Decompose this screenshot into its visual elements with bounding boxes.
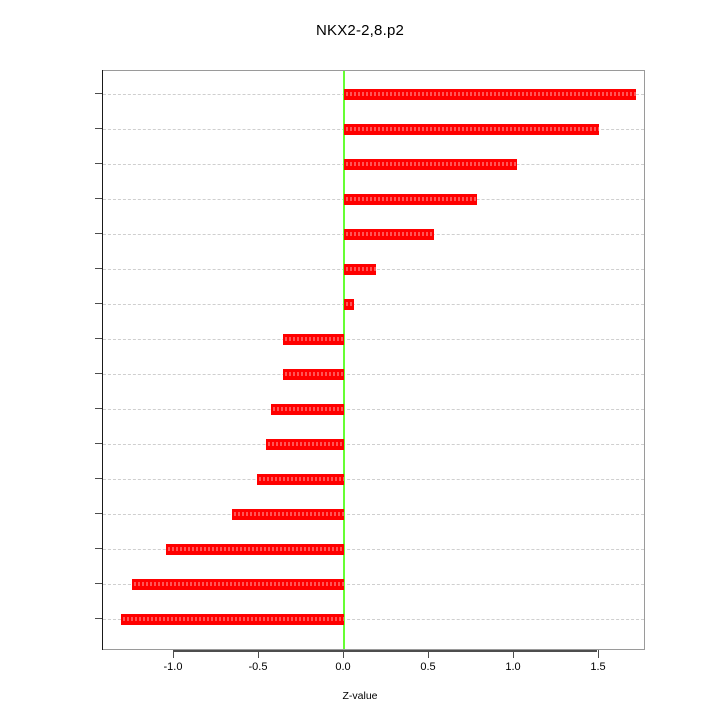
x-axis-line bbox=[173, 650, 597, 652]
y-axis-tick bbox=[95, 548, 102, 549]
x-axis-tick bbox=[598, 650, 599, 658]
bar bbox=[282, 369, 344, 380]
bar bbox=[257, 474, 344, 485]
gridline bbox=[103, 374, 644, 375]
gridline bbox=[103, 584, 644, 585]
bar bbox=[344, 299, 355, 310]
gridline bbox=[103, 549, 644, 550]
x-axis-tick-label: -0.5 bbox=[248, 661, 268, 673]
y-axis-tick bbox=[95, 408, 102, 409]
gridline bbox=[103, 479, 644, 480]
bar-hatch-pattern bbox=[344, 267, 377, 271]
bar bbox=[344, 89, 637, 100]
y-axis-tick bbox=[95, 198, 102, 199]
bar bbox=[344, 124, 599, 135]
y-axis-tick bbox=[95, 443, 102, 444]
bar bbox=[131, 579, 344, 590]
bar bbox=[121, 614, 344, 625]
bar-hatch-pattern bbox=[257, 477, 344, 481]
gridline bbox=[103, 339, 644, 340]
x-axis-tick bbox=[258, 650, 259, 658]
x-axis-tick-label: 1.5 bbox=[590, 661, 606, 673]
x-axis-tick bbox=[513, 650, 514, 658]
bar bbox=[165, 544, 344, 555]
bar-hatch-pattern bbox=[344, 232, 435, 236]
y-axis-tick bbox=[95, 93, 102, 94]
bar bbox=[282, 334, 344, 345]
y-axis-tick bbox=[95, 128, 102, 129]
gridline bbox=[103, 444, 644, 445]
bar-hatch-pattern bbox=[344, 92, 637, 96]
bar-hatch-pattern bbox=[265, 442, 344, 446]
bar bbox=[344, 229, 435, 240]
bar-hatch-pattern bbox=[270, 407, 344, 411]
x-axis-tick bbox=[343, 650, 344, 658]
bar bbox=[344, 264, 377, 275]
gridline bbox=[103, 409, 644, 410]
bar-hatch-pattern bbox=[131, 582, 344, 586]
x-axis-title: Z-value bbox=[342, 690, 378, 702]
x-axis-tick-label: 1.0 bbox=[505, 661, 521, 673]
chart-title: NKX2-2,8.p2 bbox=[315, 22, 405, 39]
bar bbox=[344, 159, 518, 170]
y-axis-tick bbox=[95, 338, 102, 339]
y-axis-tick bbox=[95, 268, 102, 269]
y-axis-tick bbox=[95, 233, 102, 234]
y-axis-tick bbox=[95, 618, 102, 619]
gridline bbox=[103, 619, 644, 620]
bar bbox=[265, 439, 344, 450]
y-axis-tick bbox=[95, 478, 102, 479]
y-axis-tick bbox=[95, 303, 102, 304]
x-axis-tick-label: 0.0 bbox=[335, 661, 351, 673]
x-axis-tick bbox=[428, 650, 429, 658]
bar-hatch-pattern bbox=[344, 197, 477, 201]
y-axis-tick bbox=[95, 373, 102, 374]
y-axis-tick bbox=[95, 163, 102, 164]
gridline bbox=[103, 514, 644, 515]
y-axis-line bbox=[102, 70, 103, 650]
gridline bbox=[103, 304, 644, 305]
bar bbox=[344, 194, 477, 205]
bar-hatch-pattern bbox=[344, 127, 599, 131]
y-axis-tick bbox=[95, 513, 102, 514]
bar-hatch-pattern bbox=[282, 372, 344, 376]
bar-hatch-pattern bbox=[165, 547, 344, 551]
bar bbox=[270, 404, 344, 415]
x-axis-tick bbox=[173, 650, 174, 658]
bar-hatch-pattern bbox=[344, 302, 355, 306]
bar-hatch-pattern bbox=[231, 512, 344, 516]
x-axis-tick-label: -1.0 bbox=[163, 661, 183, 673]
zero-reference-line bbox=[343, 71, 345, 649]
bar-hatch-pattern bbox=[344, 162, 518, 166]
bar-hatch-pattern bbox=[121, 617, 344, 621]
bar bbox=[231, 509, 344, 520]
plot-area bbox=[102, 70, 645, 650]
x-axis-tick-label: 0.5 bbox=[420, 661, 436, 673]
y-axis-tick bbox=[95, 583, 102, 584]
bar-hatch-pattern bbox=[282, 337, 344, 341]
